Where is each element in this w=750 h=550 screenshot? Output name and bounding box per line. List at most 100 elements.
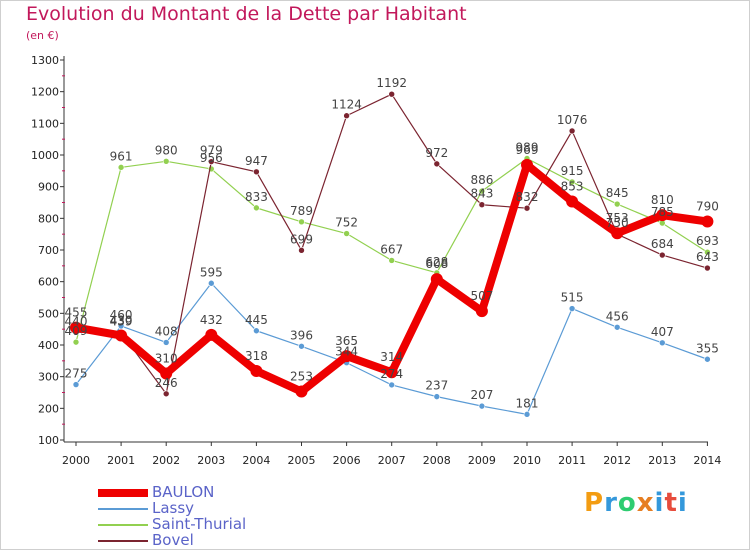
data-point-lassy	[658, 339, 666, 347]
y-tick-label: 900	[38, 181, 59, 194]
data-point-baulon	[250, 364, 263, 377]
data-point-bovel	[343, 112, 350, 120]
data-point-saint-thurial	[568, 178, 576, 186]
data-label-saint-thurial: 409	[65, 324, 88, 338]
proxiti-logo: Proxiti	[584, 488, 688, 518]
data-label-baulon: 810	[651, 193, 674, 207]
data-label-saint-thurial: 628	[425, 255, 448, 269]
legend-swatch-baulon	[98, 489, 148, 497]
x-tick-label: 2006	[333, 454, 361, 467]
data-point-baulon	[340, 350, 353, 363]
data-label-lassy: 207	[470, 388, 493, 402]
data-label-bovel: 246	[155, 376, 178, 390]
data-point-bovel	[523, 204, 531, 212]
data-label-lassy: 595	[200, 265, 223, 279]
data-label-saint-thurial: 785	[651, 205, 674, 219]
data-point-baulon	[160, 367, 173, 380]
data-label-baulon: 430	[110, 314, 133, 328]
data-label-saint-thurial: 915	[561, 164, 584, 178]
data-point-lassy	[162, 339, 170, 346]
x-tick-label: 2012	[603, 454, 631, 467]
logo-letter: i	[654, 488, 665, 518]
data-point-lassy	[298, 342, 305, 350]
x-tick-label: 2008	[423, 454, 451, 467]
logo-letter: i	[677, 488, 688, 518]
data-label-saint-thurial: 833	[245, 190, 268, 204]
legend-swatch-bovel	[98, 540, 148, 542]
data-label-saint-thurial: 989	[516, 140, 539, 154]
data-label-lassy: 181	[516, 396, 539, 410]
data-point-lassy	[613, 323, 621, 331]
data-label-saint-thurial: 752	[335, 216, 358, 230]
data-point-baulon	[475, 305, 488, 318]
y-tick-label: 300	[38, 371, 59, 384]
y-tick-label: 1300	[31, 54, 59, 67]
data-label-bovel: 1076	[557, 113, 588, 127]
data-label-baulon: 253	[290, 370, 313, 384]
logo-letter: o	[617, 488, 637, 518]
data-label-lassy: 515	[561, 291, 584, 305]
data-label-lassy: 275	[65, 367, 88, 381]
x-tick-label: 2007	[378, 454, 406, 467]
x-tick-label: 2014	[693, 454, 721, 467]
data-point-bovel	[162, 390, 170, 398]
data-point-saint-thurial	[253, 204, 260, 212]
logo-letter: x	[636, 488, 655, 518]
data-point-saint-thurial	[343, 230, 350, 237]
data-point-bovel	[253, 168, 260, 176]
data-label-saint-thurial: 980	[155, 143, 178, 157]
x-tick-label: 2000	[62, 454, 90, 467]
data-point-bovel	[568, 127, 576, 135]
legend-label: Lassy	[152, 499, 195, 517]
data-point-bovel	[388, 90, 396, 98]
y-tick-label: 100	[38, 434, 59, 447]
data-label-bovel: 440	[65, 314, 88, 328]
chart-subtitle: (en €)	[26, 29, 59, 42]
data-label-bovel: 643	[696, 250, 719, 264]
data-point-lassy	[388, 381, 396, 389]
data-label-bovel: 684	[651, 237, 674, 251]
data-point-saint-thurial	[388, 257, 396, 264]
data-point-baulon	[115, 329, 128, 342]
data-point-bovel	[298, 247, 305, 254]
series-line-lassy	[75, 282, 709, 415]
x-tick-label: 2005	[288, 454, 316, 467]
data-label-baulon: 314	[380, 350, 403, 364]
data-label-baulon: 753	[606, 211, 629, 225]
data-point-lassy	[208, 279, 215, 287]
data-label-bovel: 972	[425, 146, 448, 160]
data-point-lassy	[253, 327, 260, 335]
data-point-saint-thurial	[613, 200, 621, 208]
data-label-lassy: 355	[696, 341, 719, 355]
data-label-saint-thurial: 961	[110, 149, 133, 163]
data-point-lassy	[523, 411, 531, 418]
data-point-baulon	[656, 209, 669, 222]
data-point-baulon	[701, 215, 714, 228]
data-label-saint-thurial: 789	[290, 204, 313, 218]
data-point-lassy	[568, 305, 576, 312]
data-point-baulon	[385, 366, 398, 379]
x-tick-label: 2002	[152, 454, 180, 467]
data-label-saint-thurial: 845	[606, 186, 629, 200]
x-tick-label: 2004	[242, 454, 270, 467]
data-label-lassy: 445	[245, 313, 268, 327]
data-label-lassy: 274	[380, 367, 403, 381]
legend-label: Saint-Thurial	[152, 515, 247, 533]
data-label-baulon: 790	[696, 200, 719, 214]
x-tick-label: 2001	[107, 454, 135, 467]
chart-title: Evolution du Montant de la Dette par Hab…	[26, 3, 467, 25]
data-point-bovel	[208, 158, 215, 165]
data-point-bovel	[704, 264, 711, 272]
legend-swatch-saint-thurial	[98, 524, 148, 526]
data-point-lassy	[704, 355, 711, 363]
logo-letter: P	[584, 488, 605, 518]
data-label-saint-thurial: 667	[380, 242, 403, 256]
data-point-saint-thurial	[298, 218, 305, 226]
data-label-baulon: 969	[516, 143, 539, 157]
data-label-baulon: 455	[65, 306, 88, 320]
data-point-saint-thurial	[478, 187, 486, 195]
data-point-baulon	[521, 158, 533, 171]
data-label-baulon: 608	[425, 257, 448, 271]
data-label-bovel: 832	[516, 190, 539, 204]
